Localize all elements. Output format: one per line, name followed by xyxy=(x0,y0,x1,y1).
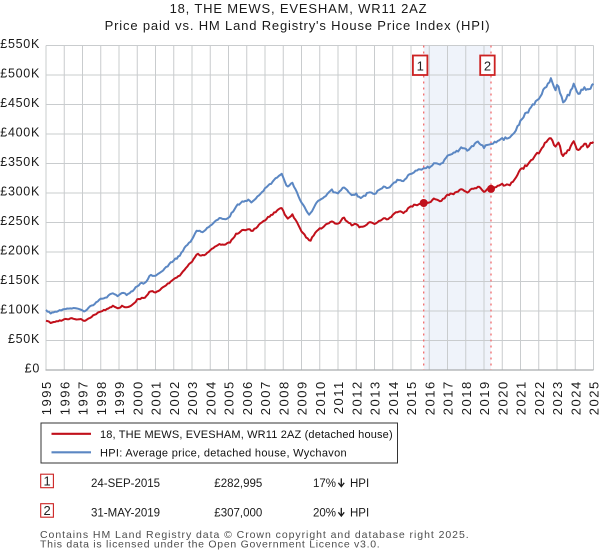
svg-text:£500K: £500K xyxy=(0,66,40,80)
svg-text:2011: 2011 xyxy=(331,380,346,414)
svg-text:£350K: £350K xyxy=(0,155,40,169)
svg-text:18, THE MEWS, EVESHAM, WR11 2A: 18, THE MEWS, EVESHAM, WR11 2AZ xyxy=(170,1,428,16)
svg-text:31-MAY-2019: 31-MAY-2019 xyxy=(91,508,160,520)
svg-text:2000: 2000 xyxy=(130,380,145,415)
svg-text:2003: 2003 xyxy=(185,380,200,415)
svg-text:2006: 2006 xyxy=(240,380,255,415)
svg-text:2: 2 xyxy=(484,59,491,74)
svg-text:18, THE MEWS, EVESHAM, WR11 2A: 18, THE MEWS, EVESHAM, WR11 2AZ (detache… xyxy=(100,429,393,441)
svg-text:£150K: £150K xyxy=(0,273,40,287)
svg-text:2017: 2017 xyxy=(441,380,456,415)
svg-text:20%: 20% xyxy=(313,508,336,520)
svg-text:2014: 2014 xyxy=(386,380,401,415)
svg-text:2012: 2012 xyxy=(349,380,364,415)
svg-text:£100K: £100K xyxy=(0,302,40,316)
svg-text:1999: 1999 xyxy=(112,380,127,415)
svg-text:£200K: £200K xyxy=(0,243,40,257)
svg-text:2009: 2009 xyxy=(295,380,310,415)
svg-text:17%: 17% xyxy=(313,478,336,490)
svg-text:2008: 2008 xyxy=(276,380,291,415)
svg-text:2018: 2018 xyxy=(459,380,474,415)
svg-text:HPI: HPI xyxy=(350,508,369,520)
svg-text:24-SEP-2015: 24-SEP-2015 xyxy=(91,478,160,490)
svg-text:2007: 2007 xyxy=(258,380,273,415)
svg-text:2004: 2004 xyxy=(203,380,218,415)
svg-text:2020: 2020 xyxy=(495,380,510,415)
svg-text:1996: 1996 xyxy=(57,380,72,415)
svg-text:Contains HM Land Registry data: Contains HM Land Registry data © Crown c… xyxy=(40,529,470,541)
svg-text:1: 1 xyxy=(417,59,424,74)
svg-text:£0: £0 xyxy=(25,361,40,375)
svg-text:2022: 2022 xyxy=(532,380,547,415)
svg-text:2024: 2024 xyxy=(568,380,583,415)
svg-text:2021: 2021 xyxy=(514,380,529,415)
svg-text:2005: 2005 xyxy=(222,380,237,415)
svg-text:2001: 2001 xyxy=(149,380,164,415)
svg-text:1997: 1997 xyxy=(76,380,91,415)
svg-text:£282,995: £282,995 xyxy=(214,478,262,490)
svg-text:£300K: £300K xyxy=(0,184,40,198)
svg-text:2016: 2016 xyxy=(422,380,437,415)
svg-text:2025: 2025 xyxy=(587,380,600,415)
svg-text:HPI: Average price, detached h: HPI: Average price, detached house, Wych… xyxy=(100,447,347,459)
svg-text:2019: 2019 xyxy=(477,380,492,415)
svg-text:2015: 2015 xyxy=(404,380,419,415)
svg-text:£50K: £50K xyxy=(8,332,40,346)
svg-text:£250K: £250K xyxy=(0,214,40,228)
svg-text:£550K: £550K xyxy=(0,37,40,51)
svg-text:2: 2 xyxy=(43,503,50,518)
svg-text:£450K: £450K xyxy=(0,96,40,110)
svg-text:1: 1 xyxy=(43,474,50,489)
svg-text:1995: 1995 xyxy=(39,380,54,415)
svg-text:£307,000: £307,000 xyxy=(214,508,262,520)
svg-text:2013: 2013 xyxy=(368,380,383,415)
svg-text:2002: 2002 xyxy=(167,380,182,415)
svg-text:This data is licensed under th: This data is licensed under the Open Gov… xyxy=(40,539,380,551)
svg-text:2023: 2023 xyxy=(550,380,565,415)
svg-text:2010: 2010 xyxy=(313,380,328,415)
svg-text:HPI: HPI xyxy=(350,478,369,490)
svg-text:£400K: £400K xyxy=(0,125,40,139)
svg-text:Price paid vs. HM Land Registr: Price paid vs. HM Land Registry's House … xyxy=(105,18,491,33)
svg-text:1998: 1998 xyxy=(94,380,109,415)
